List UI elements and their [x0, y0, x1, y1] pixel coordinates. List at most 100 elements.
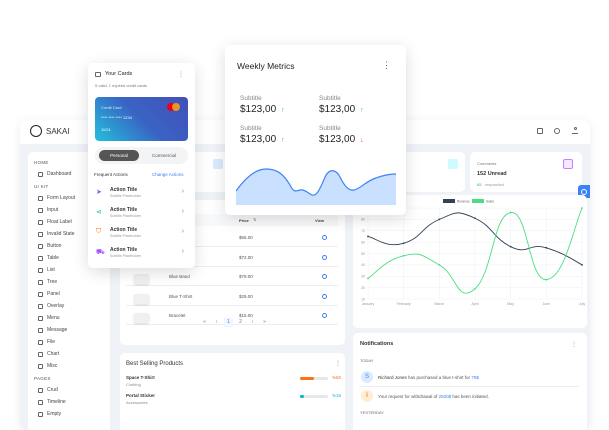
- search-icon[interactable]: [322, 235, 327, 240]
- change-actions-link[interactable]: Change Actions: [152, 172, 184, 177]
- sidebar-item-panel[interactable]: Panel: [38, 291, 60, 297]
- logo-icon: [30, 125, 42, 137]
- calendar-icon[interactable]: [537, 128, 543, 134]
- metric-subtitle: Subtitle: [319, 95, 341, 102]
- product-price: $79.00: [239, 274, 253, 279]
- sidebar-item-invalid-state[interactable]: Invalid State: [38, 231, 75, 237]
- action-item[interactable]: ⋖ Action Title Subtitle Placeholder ›: [94, 205, 190, 225]
- share-icon: [38, 279, 43, 285]
- y-tick-label: 20: [361, 286, 365, 290]
- metric-item: Subtitle $123,00 ↑: [240, 95, 310, 115]
- metric-item: Subtitle $123,00 ↑: [319, 95, 389, 115]
- sidebar-item-label: Empty: [47, 411, 62, 417]
- revenue-chart-card: 102030405060708090JanuaryFebruaryMarchAp…: [353, 195, 587, 328]
- pagination-next[interactable]: ›: [251, 319, 254, 325]
- y-tick-label: 30: [361, 275, 365, 279]
- chart-bar-icon: [38, 351, 43, 357]
- sidebar-item-button[interactable]: Button: [38, 243, 61, 249]
- toggle-personal[interactable]: Personal: [99, 150, 139, 161]
- cog-icon[interactable]: [554, 128, 560, 134]
- page-1[interactable]: 1: [224, 318, 233, 327]
- action-item[interactable]: ➤ Action Title Subtitle Placeholder ›: [94, 185, 190, 205]
- y-tick-label: 50: [361, 252, 365, 256]
- product-name: Blue T-Shirt: [169, 293, 193, 299]
- credit-card[interactable]: Credit Card **** **** **** 1234 11/21: [95, 97, 188, 141]
- search-icon[interactable]: [322, 293, 327, 299]
- action-item[interactable]: ⛉ Action Title Subtitle Placeholder ›: [94, 225, 190, 245]
- your-cards-panel: Your Cards ⋮ 5 valid, 1 expired credit c…: [88, 63, 195, 268]
- home-icon: [38, 171, 43, 177]
- sidebar-item-input[interactable]: Input: [38, 207, 58, 213]
- pagination-prev[interactable]: ‹: [215, 319, 218, 325]
- sidebar-item-label: Button: [47, 243, 62, 249]
- line-chart: 102030405060708090JanuaryFebruaryMarchAp…: [361, 199, 585, 306]
- cart-icon: ⛟: [96, 249, 105, 256]
- pagination-last[interactable]: »: [263, 319, 266, 325]
- more-icon[interactable]: ⋮: [178, 72, 184, 78]
- sidebar-item-form-layout[interactable]: Form Layout: [38, 195, 75, 201]
- sidebar-item-message[interactable]: Message: [38, 327, 67, 333]
- toggle-commercial[interactable]: Commercial: [151, 153, 176, 158]
- more-icon[interactable]: ⋮: [382, 60, 391, 70]
- sidebar-item-float-label[interactable]: Float Label: [38, 219, 72, 225]
- price-header[interactable]: Price: [239, 218, 249, 223]
- credit-card-icon: [95, 72, 101, 77]
- metric-subtitle: Subtitle: [240, 95, 262, 102]
- metric-item: Subtitle $123,00 ↓: [319, 125, 389, 145]
- sidebar-item-empty[interactable]: Empty: [38, 411, 61, 417]
- pagination-first[interactable]: «: [203, 319, 206, 325]
- sidebar-item-table[interactable]: Table: [38, 255, 59, 261]
- tablet-icon: [38, 291, 43, 297]
- y-tick-label: 80: [361, 218, 365, 222]
- sort-icon[interactable]: ⇅: [253, 217, 257, 222]
- action-item[interactable]: ⛟ Action Title Subtitle Placeholder ›: [94, 245, 190, 265]
- data-point-revenue: [367, 235, 369, 238]
- sidebar-item-timeline[interactable]: Timeline: [38, 399, 66, 405]
- comments-suffix: responded: [485, 182, 504, 187]
- share-icon: ⋖: [96, 209, 102, 216]
- chevron-right-icon: ›: [181, 188, 184, 195]
- notification-item[interactable]: S Richard Jones has purchased a blue t-s…: [359, 369, 579, 387]
- sidebar-item-misc[interactable]: Misc: [38, 363, 57, 369]
- card-label: Credit Card: [101, 105, 122, 110]
- search-icon[interactable]: [322, 274, 327, 279]
- page-2[interactable]: 2: [239, 319, 242, 325]
- user-icon[interactable]: [572, 127, 578, 134]
- sidebar-item-list[interactable]: List: [38, 267, 55, 273]
- chevron-right-icon: ›: [181, 228, 184, 235]
- data-point-sales: [367, 277, 369, 280]
- product-category: Accessories: [126, 400, 148, 405]
- notification-link[interactable]: 79$: [471, 375, 479, 380]
- file-icon: [38, 339, 43, 345]
- sidebar-item-file[interactable]: File: [38, 339, 55, 345]
- sidebar-item-label: Table: [47, 255, 59, 261]
- sidebar-item-crud[interactable]: Crud: [38, 387, 58, 393]
- notification-item[interactable]: ⇩ Your request for withdrawal of 2500$ h…: [359, 388, 579, 406]
- bookmark-icon: [38, 219, 43, 225]
- data-point-revenue: [438, 218, 441, 221]
- sidebar-item-menu[interactable]: Menu: [38, 315, 60, 321]
- send-icon: ➤: [96, 189, 102, 196]
- data-point-sales: [581, 207, 583, 209]
- sidebar-item-chart[interactable]: Chart: [38, 351, 59, 357]
- search-icon[interactable]: [322, 313, 327, 318]
- table-row: Blue T-Shirt $29.00: [126, 287, 338, 306]
- more-icon[interactable]: ⋮: [571, 342, 577, 348]
- weekly-metrics-panel: Weekly Metrics ⋮ Subtitle $123,00 ↑ Subtitl…: [225, 45, 406, 215]
- sidebar-item-overlay[interactable]: Overlay: [38, 303, 64, 309]
- sidebar-item-label: File: [47, 339, 56, 345]
- notification-link[interactable]: 2500$: [438, 394, 452, 399]
- notification-text: Your request for withdrawal of: [378, 394, 439, 399]
- more-icon[interactable]: ⋮: [335, 361, 341, 367]
- x-tick-label: January: [362, 302, 375, 306]
- comments-title: Comments: [477, 161, 497, 166]
- settings-button[interactable]: [578, 185, 590, 198]
- mastercard-logo: [172, 103, 180, 111]
- sidebar-item-label: List: [47, 267, 55, 273]
- notification-user: Richard Jones: [378, 375, 407, 380]
- sidebar-item-dashboard[interactable]: Dashboard: [38, 171, 71, 177]
- sidebar-item-label: Chart: [47, 351, 60, 357]
- search-icon[interactable]: [322, 254, 327, 260]
- progress-fill: [300, 377, 314, 380]
- sidebar-item-tree[interactable]: Tree: [38, 279, 57, 285]
